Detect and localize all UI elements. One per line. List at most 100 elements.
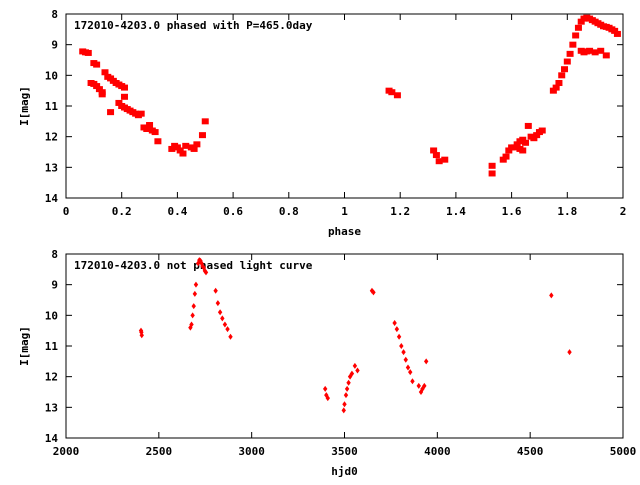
data-point — [549, 292, 554, 299]
x-tick-label: 0.6 — [223, 205, 243, 218]
data-point — [441, 156, 449, 163]
data-point — [107, 109, 115, 116]
data-point — [189, 321, 194, 328]
data-point — [555, 80, 563, 86]
y-tick-label: 11 — [45, 100, 59, 113]
y-axis-label: I[mag] — [18, 326, 31, 366]
data-point — [519, 136, 527, 143]
data-point — [392, 320, 397, 326]
data-point — [120, 93, 128, 100]
data-point — [176, 147, 184, 154]
data-point — [563, 58, 571, 65]
data-series — [138, 257, 572, 414]
data-point — [95, 86, 103, 93]
data-point — [423, 358, 429, 365]
data-point — [569, 41, 577, 48]
data-point — [84, 49, 92, 56]
data-point — [416, 382, 421, 389]
y-axis-label: I[mag] — [18, 86, 31, 126]
data-point — [168, 145, 176, 152]
data-point — [577, 18, 585, 25]
plot-frame — [65, 13, 624, 199]
x-axis-label: hjd0 — [331, 465, 358, 478]
data-series — [79, 14, 621, 177]
y-tick-label: 8 — [51, 8, 58, 21]
data-point — [101, 69, 109, 76]
data-point — [137, 110, 145, 117]
x-tick-label: 5000 — [610, 445, 637, 458]
x-tick-label: 3500 — [331, 445, 358, 458]
data-point — [220, 315, 225, 322]
data-point — [139, 332, 144, 339]
data-point — [191, 303, 196, 310]
data-point — [388, 89, 396, 96]
x-axis-label: phase — [328, 225, 361, 238]
y-tick-label: 14 — [45, 432, 59, 445]
x-tick-label: 4000 — [424, 445, 451, 458]
data-point — [519, 147, 527, 154]
data-point — [154, 138, 162, 145]
axis-ticks: 2000 2500 3000 3500 4000 4500 5000 8 9 10 11 12 13 14 — [45, 248, 637, 458]
data-point — [173, 144, 181, 151]
data-point — [549, 87, 557, 94]
data-point — [225, 326, 230, 333]
data-point — [538, 127, 546, 134]
data-point — [403, 356, 408, 363]
x-tick-label: 0.2 — [112, 205, 132, 218]
chart-title: 172010-4203.0 phased with P=465.0day — [74, 19, 313, 32]
data-point — [422, 382, 427, 389]
data-point — [325, 395, 330, 402]
data-point — [203, 269, 209, 276]
chart-title: 172010-4203.0 not phased light curve — [74, 259, 313, 272]
data-point — [341, 407, 346, 414]
y-tick-label: 8 — [51, 248, 58, 261]
data-point — [115, 99, 123, 106]
data-point — [530, 135, 538, 142]
x-tick-label: 1.6 — [502, 205, 522, 218]
data-point — [190, 312, 195, 319]
x-tick-label: 2000 — [53, 445, 80, 458]
data-point — [613, 30, 621, 37]
data-point — [343, 392, 349, 399]
x-tick-label: 1 — [341, 205, 348, 218]
data-point — [349, 370, 355, 377]
axis-ticks: 0 0.2 0.4 0.6 0.8 1 1.2 1.4 1.6 1.8 2 8 9 10 11 12 13 14 — [45, 8, 627, 218]
data-point — [98, 91, 106, 98]
data-point — [572, 32, 580, 39]
data-point — [143, 126, 151, 132]
data-point — [510, 144, 518, 151]
x-tick-label: 0 — [63, 205, 70, 218]
data-point — [602, 52, 610, 59]
data-point — [198, 132, 206, 139]
y-tick-label: 10 — [45, 69, 58, 82]
data-point — [146, 122, 154, 129]
data-point — [222, 321, 228, 328]
data-point — [193, 141, 201, 148]
data-point — [344, 385, 350, 392]
data-point — [200, 263, 205, 270]
data-point — [502, 153, 510, 160]
data-point — [93, 61, 101, 68]
data-point — [151, 129, 159, 136]
data-point — [179, 150, 187, 157]
data-point — [561, 66, 569, 73]
data-point — [355, 367, 360, 374]
x-tick-label: 2500 — [146, 445, 173, 458]
unphased-chart-panel: 172010-4203.0 not phased light curve hjd… — [18, 248, 636, 478]
data-point — [552, 84, 560, 91]
data-point — [558, 72, 566, 79]
data-point — [342, 401, 347, 408]
y-tick-label: 14 — [45, 192, 59, 205]
x-tick-label: 1.4 — [446, 205, 466, 218]
data-point — [182, 142, 190, 149]
data-point — [405, 364, 411, 371]
data-point — [432, 152, 440, 159]
data-point — [524, 122, 532, 129]
x-tick-label: 0.8 — [279, 205, 299, 218]
data-point — [408, 369, 413, 376]
data-point — [574, 24, 582, 31]
data-point — [193, 281, 199, 288]
data-point — [430, 147, 438, 154]
